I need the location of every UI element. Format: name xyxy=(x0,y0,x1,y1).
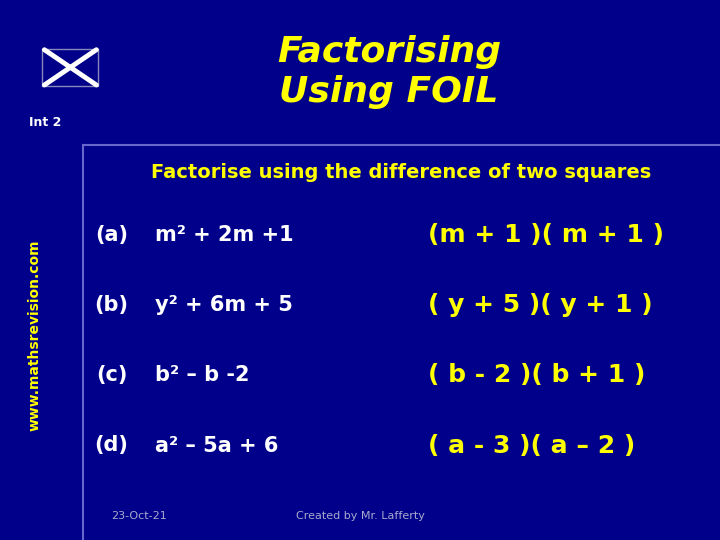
Text: Using FOIL: Using FOIL xyxy=(279,76,498,110)
Text: www.mathsrevision.com: www.mathsrevision.com xyxy=(28,239,42,430)
Text: ( y + 5 )( y + 1 ): ( y + 5 )( y + 1 ) xyxy=(428,293,653,317)
Text: a² – 5a + 6: a² – 5a + 6 xyxy=(155,435,278,456)
Text: m² + 2m +1: m² + 2m +1 xyxy=(155,225,294,245)
Text: Int 2: Int 2 xyxy=(29,116,61,129)
Text: ( a - 3 )( a – 2 ): ( a - 3 )( a – 2 ) xyxy=(428,434,636,457)
Text: Factorise using the difference of two squares: Factorise using the difference of two sq… xyxy=(151,163,652,182)
Text: (a): (a) xyxy=(95,225,128,245)
FancyBboxPatch shape xyxy=(42,49,99,85)
Text: b² – b -2: b² – b -2 xyxy=(155,365,249,386)
Text: ( b - 2 )( b + 1 ): ( b - 2 )( b + 1 ) xyxy=(428,363,646,387)
Text: 23-Oct-21: 23-Oct-21 xyxy=(112,511,167,521)
Text: (m + 1 )( m + 1 ): (m + 1 )( m + 1 ) xyxy=(428,223,665,247)
Text: Factorising: Factorising xyxy=(276,35,501,69)
Text: (c): (c) xyxy=(96,365,127,386)
Text: (b): (b) xyxy=(94,295,129,315)
Text: Created by Mr. Lafferty: Created by Mr. Lafferty xyxy=(296,511,424,521)
Text: y² + 6m + 5: y² + 6m + 5 xyxy=(155,295,292,315)
Text: (d): (d) xyxy=(94,435,129,456)
